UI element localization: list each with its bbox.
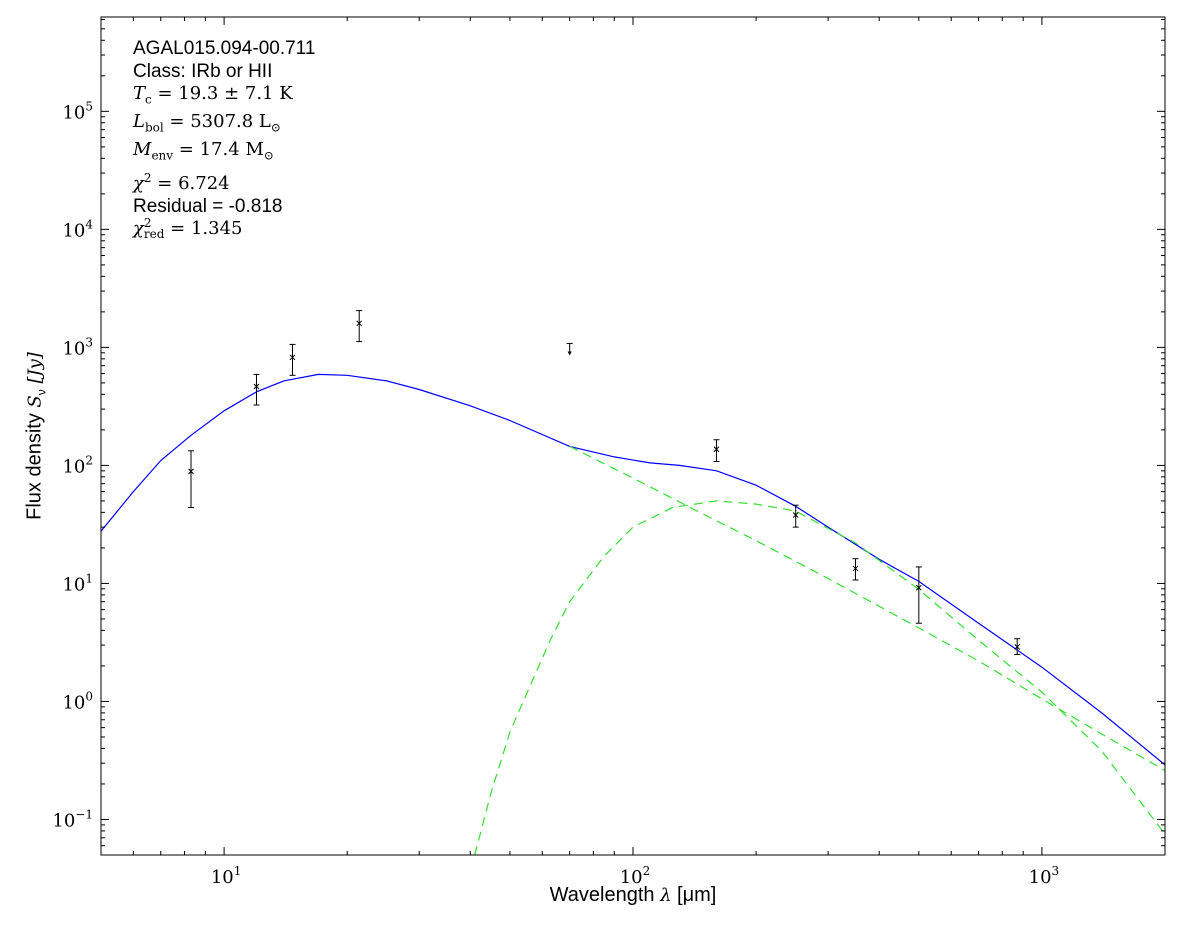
data-point: [253, 373, 260, 406]
series-total-model: [101, 373, 1165, 766]
y-tick-label: 105: [62, 99, 93, 123]
chi-squared: χ2 = 6.724: [133, 171, 230, 195]
y-axis-label: Flux density Sν [Jy]: [23, 352, 49, 520]
data-point: [852, 558, 859, 581]
point-marker: [188, 468, 194, 475]
series-cold-greybody: [474, 500, 1165, 855]
point-marker: [792, 512, 799, 518]
point-marker: [713, 446, 720, 453]
point-marker: [253, 383, 260, 390]
y-tick-label: 103: [62, 335, 93, 359]
point-marker: [1014, 644, 1021, 650]
bolometric-luminosity: Lbol = 5307.8 L⊙: [133, 111, 281, 135]
x-tick-label: 103: [1029, 864, 1060, 888]
source-name: AGAL015.094-00.711: [133, 38, 316, 59]
x-axis-label: Wavelength λ [μm]: [549, 884, 717, 906]
data-point: [356, 310, 363, 343]
y-tick-label: 102: [62, 453, 93, 477]
y-tick-label: 101: [62, 571, 93, 595]
limit-arrow: [567, 351, 572, 356]
point-marker: [356, 320, 363, 327]
data-point: [289, 343, 296, 376]
point-marker: [852, 565, 859, 572]
fit-annotations: AGAL015.094-00.711 Class: IRb or HII Tc …: [133, 38, 315, 241]
x-tick-label: 102: [620, 864, 651, 888]
upper-limit: [566, 342, 573, 356]
temperature: Tc = 19.3 ± 7.1 K: [133, 83, 293, 107]
y-tick-label: 10−1: [52, 807, 93, 831]
data-point: [1014, 638, 1021, 655]
data-point: [188, 450, 195, 508]
y-tick-label: 100: [62, 689, 93, 713]
point-marker: [915, 584, 922, 591]
point-marker: [289, 354, 296, 361]
series-warm-component: [569, 445, 1165, 772]
data-point: [915, 566, 922, 624]
envelope-mass: Menv = 17.4 M⊙: [133, 139, 274, 163]
x-tick-label: 101: [211, 864, 242, 888]
reduced-chi-squared: χ2 red = 1.345: [133, 216, 243, 242]
data-point: [713, 439, 720, 462]
y-tick-label: 104: [62, 217, 93, 241]
residual: Residual = -0.818: [133, 195, 283, 217]
source-class: Class: IRb or HII: [133, 60, 273, 82]
data-point: [792, 504, 799, 528]
